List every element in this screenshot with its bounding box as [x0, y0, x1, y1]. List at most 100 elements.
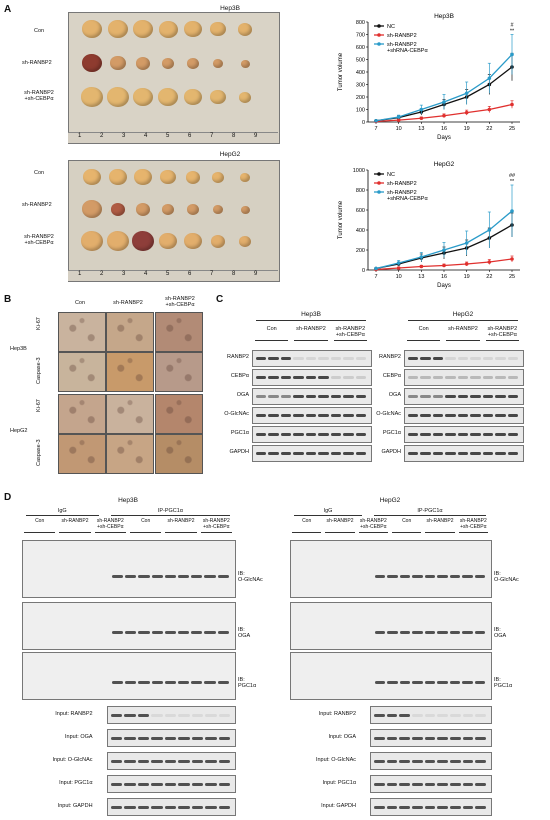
band [137, 714, 150, 717]
band [191, 630, 203, 634]
tumor [133, 88, 153, 106]
significance-annotation: ** [510, 29, 515, 35]
band [330, 376, 342, 379]
blot-title: Hep3B [118, 497, 138, 504]
band [355, 433, 366, 436]
data-point [442, 248, 446, 252]
band [204, 630, 216, 634]
band [387, 680, 398, 684]
tumor [109, 169, 127, 186]
x-tick-label: 7 [374, 274, 377, 280]
band [191, 737, 204, 740]
data-point [374, 118, 378, 123]
band [462, 630, 473, 634]
band [420, 414, 431, 417]
band [449, 680, 461, 684]
band [280, 395, 292, 398]
band [305, 452, 317, 455]
tumor [184, 21, 202, 38]
tumor [238, 23, 252, 36]
ruler-number: 4 [144, 271, 148, 277]
ruler-number: 3 [122, 271, 126, 277]
band [343, 433, 354, 436]
band [280, 452, 292, 455]
band [110, 760, 123, 763]
tumor [132, 231, 154, 251]
group-label: sh-RANBP2 +sh-CEBPα [487, 326, 518, 338]
legend-marker [377, 24, 381, 28]
band [293, 414, 304, 417]
blot-strip [404, 350, 524, 367]
legend-label: sh-RANBP2 [387, 190, 417, 196]
blot-strip [252, 350, 372, 367]
band [318, 452, 329, 455]
tumor [82, 54, 102, 72]
band [164, 714, 177, 717]
band [470, 376, 481, 379]
band [457, 414, 469, 417]
data-point [442, 113, 446, 118]
input-label: Input: O-GlcNAc [315, 757, 356, 763]
band [470, 395, 481, 398]
group-underline [294, 340, 328, 341]
y-tick-label: 800 [356, 20, 365, 26]
band [280, 414, 292, 417]
group-label: sh-RANBP2 +sh-CEBPα [202, 518, 230, 530]
band [462, 783, 474, 786]
band [268, 452, 279, 455]
band [138, 630, 150, 634]
band [420, 357, 431, 360]
band [205, 760, 217, 763]
group-label: sh-RANBP2 +sh-CEBPα [459, 518, 487, 530]
tumor [81, 87, 103, 107]
panel-label-a: A [4, 4, 12, 15]
ihc-stain-casp3-hep3b: Caspase-3 [36, 357, 42, 384]
band [280, 357, 292, 360]
band [457, 452, 469, 455]
band [330, 357, 342, 360]
input-label: Input: PGC1α [322, 780, 356, 786]
band [470, 414, 481, 417]
ruler-number: 7 [210, 133, 214, 139]
blot-strip [252, 369, 372, 386]
x-tick-label: 19 [464, 126, 470, 132]
band [355, 357, 366, 360]
band [432, 414, 444, 417]
tumor [158, 20, 178, 38]
ruler-number: 8 [232, 133, 236, 139]
band [408, 376, 419, 379]
band [137, 806, 150, 809]
ihc-cell-hep3b: Hep3B [10, 346, 27, 352]
band [482, 395, 494, 398]
band [437, 680, 448, 684]
group-label: sh-RANBP2 [426, 518, 454, 524]
band [374, 783, 385, 786]
band [399, 760, 410, 763]
tumor [210, 90, 226, 105]
hepg2-row-shcebpa: sh-RANBP2 +sh-CEBPα [24, 234, 54, 246]
ip-blot [22, 540, 236, 598]
band [256, 357, 267, 360]
group-label: sh-RANBP2 +sh-CEBPα [96, 518, 124, 530]
tumor [212, 172, 224, 183]
ihc-image [155, 394, 203, 434]
ihc-image [155, 312, 203, 352]
group-underline [392, 532, 422, 533]
band [268, 433, 279, 436]
legend-marker [377, 172, 381, 176]
band [137, 783, 150, 786]
ruler-number: 8 [232, 271, 236, 277]
band [475, 783, 486, 786]
ihc-col-shcebpa: sh-RANBP2 +sh-CEBPα [165, 296, 195, 308]
band [462, 760, 474, 763]
y-tick-label: 0 [362, 120, 365, 126]
band [424, 783, 436, 786]
band [432, 376, 444, 379]
tumor [162, 58, 174, 69]
band [424, 714, 436, 717]
band [191, 574, 203, 578]
legend-label: +shRNA-CEBPα [387, 48, 428, 54]
band [374, 806, 385, 809]
band [495, 357, 506, 360]
panel-label-d: D [4, 492, 12, 503]
